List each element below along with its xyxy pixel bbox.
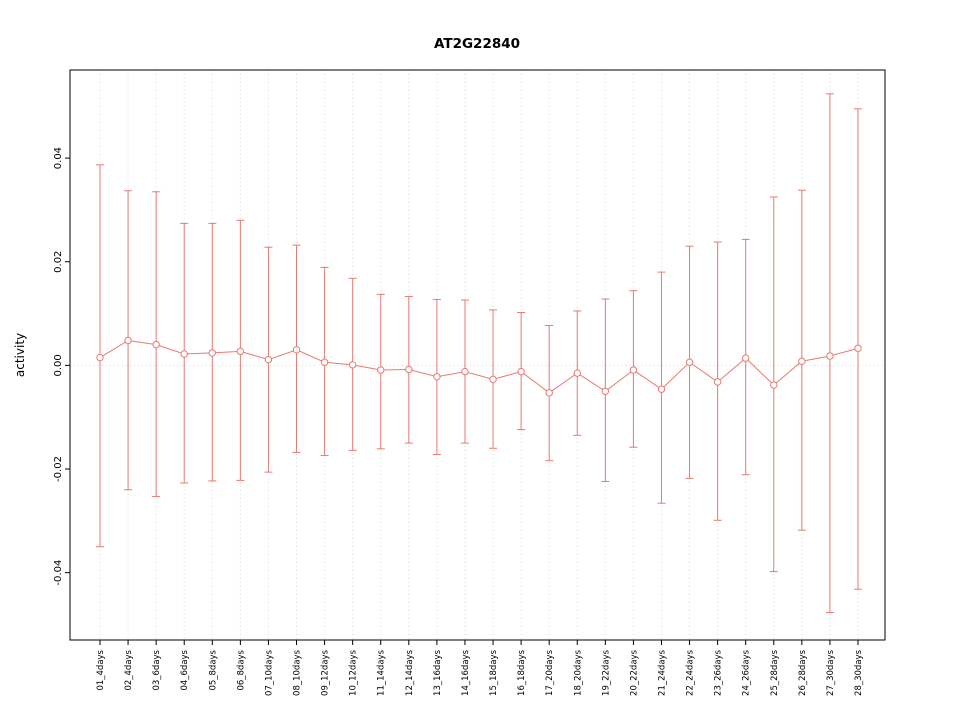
x-tick-label: 11_14days xyxy=(377,649,387,696)
data-point xyxy=(489,375,497,384)
x-tick-label: 24_26days xyxy=(742,649,752,696)
x-tick-label: 23_26days xyxy=(714,649,724,696)
y-tick-label: -0.02 xyxy=(53,456,64,482)
x-tick-label: 08_10days xyxy=(293,649,303,696)
data-point xyxy=(685,358,694,366)
x-tick-label: 02_4days xyxy=(124,649,134,690)
x-tick-label: 25_28days xyxy=(770,649,780,696)
x-tick-label: 07_10days xyxy=(264,649,274,696)
data-point xyxy=(377,366,385,374)
y-tick-label: 0.00 xyxy=(53,354,64,376)
data-point xyxy=(152,340,160,349)
series-layer xyxy=(96,93,862,614)
y-tick-label: 0.02 xyxy=(53,251,64,273)
x-tick-label: 05_8days xyxy=(208,649,218,690)
x-tick-label: 09_12days xyxy=(321,649,331,696)
y-tick-label: 0.04 xyxy=(53,147,64,169)
y-axis-label: activity xyxy=(13,333,27,377)
data-point xyxy=(742,354,750,362)
data-point xyxy=(713,378,722,386)
x-tick-label: 21_24days xyxy=(657,649,667,696)
data-point xyxy=(433,373,441,381)
x-tick-label: 03_6days xyxy=(152,649,162,690)
x-tick-label: 27_30days xyxy=(826,649,836,696)
data-point xyxy=(461,367,469,376)
x-tick-label: 26_28days xyxy=(798,649,808,696)
x-tick-label: 17_20days xyxy=(545,649,555,696)
x-tick-label: 19_22days xyxy=(601,649,611,696)
data-point xyxy=(854,344,862,352)
data-point xyxy=(770,381,778,389)
y-tick-label: -0.04 xyxy=(53,560,64,586)
data-point xyxy=(292,346,301,354)
chart-title: AT2G22840 xyxy=(434,36,520,52)
x-tick-label: 14_16days xyxy=(461,649,471,696)
data-point xyxy=(798,357,806,365)
x-tick-label: 12_14days xyxy=(405,649,415,696)
series-line xyxy=(99,339,859,394)
plot-border xyxy=(69,69,886,641)
data-point xyxy=(826,352,834,360)
data-point xyxy=(96,353,104,362)
data-point xyxy=(180,350,188,358)
data-point xyxy=(545,389,553,397)
x-tick-label: 06_8days xyxy=(236,649,246,690)
data-point xyxy=(657,385,666,393)
data-point xyxy=(208,349,216,357)
data-point xyxy=(348,361,357,369)
data-point xyxy=(320,358,329,366)
x-tick-label: 20_22days xyxy=(629,649,639,696)
data-point xyxy=(573,369,581,377)
gridlines xyxy=(70,70,885,640)
x-tick-label: 22_24days xyxy=(686,649,696,696)
data-point xyxy=(405,365,413,374)
x-tick-label: 18_20days xyxy=(573,649,583,696)
x-tick-label: 01_4days xyxy=(96,649,106,690)
data-point xyxy=(629,366,638,374)
data-point xyxy=(124,336,132,345)
data-point xyxy=(236,347,245,356)
data-point xyxy=(517,367,525,376)
x-tick-label: 10_12days xyxy=(349,649,359,696)
data-point xyxy=(264,355,273,364)
x-tick-label: 04_6days xyxy=(180,649,190,690)
x-tick-label: 28_30days xyxy=(854,649,864,696)
x-tick-label: 13_16days xyxy=(433,649,443,696)
axes: -0.04 -0.02 0.00 0.02 0.04 01_4days 02_4days 03… xyxy=(53,69,886,696)
data-point xyxy=(601,387,610,395)
x-tick-label: 16_18days xyxy=(517,649,527,696)
x-tick-label: 15_18days xyxy=(489,649,499,696)
